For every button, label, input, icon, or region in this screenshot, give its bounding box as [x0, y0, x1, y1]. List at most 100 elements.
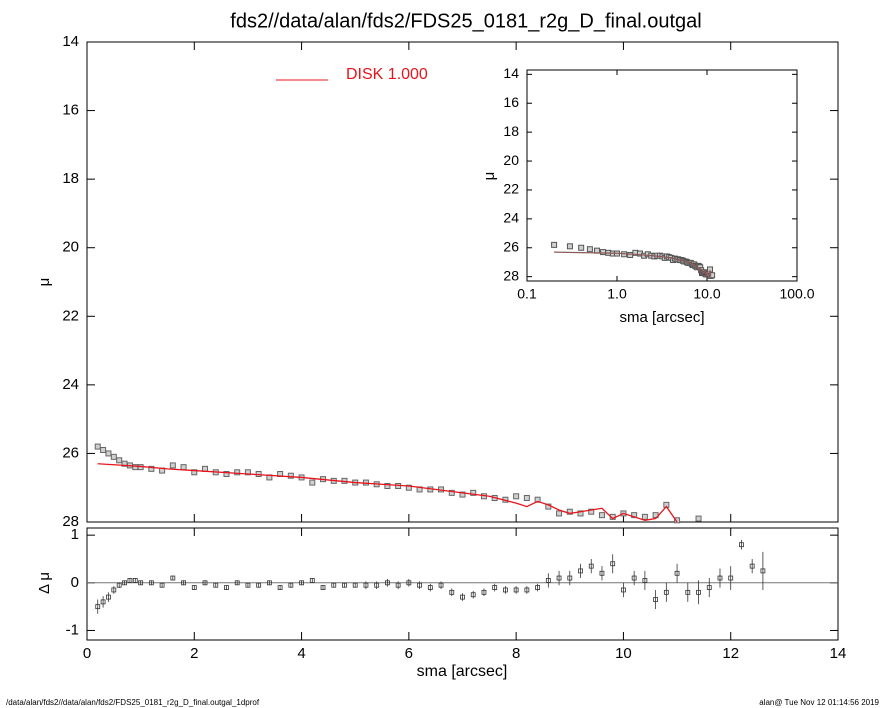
point	[245, 582, 251, 588]
point	[696, 589, 701, 595]
point	[492, 585, 498, 590]
point	[224, 585, 229, 590]
plot-frame	[526, 69, 798, 282]
y-tick-label: 28	[62, 513, 79, 530]
y-tick-label: 20	[503, 152, 519, 168]
point	[621, 587, 626, 593]
model-line	[97, 463, 678, 523]
point	[299, 580, 304, 586]
plot-frame	[86, 527, 839, 641]
point	[202, 580, 208, 586]
point	[100, 447, 107, 453]
point	[641, 513, 648, 520]
point	[556, 575, 562, 581]
point	[685, 589, 691, 595]
point	[287, 472, 294, 479]
y-tick-label: 16	[503, 94, 519, 110]
y-tick-label: 0	[71, 574, 79, 591]
y-tick-label: 22	[503, 181, 519, 197]
point	[674, 570, 680, 576]
point	[513, 493, 520, 500]
point	[470, 489, 477, 496]
point	[545, 578, 551, 583]
point	[739, 542, 744, 548]
point	[244, 469, 251, 476]
point	[148, 465, 155, 472]
point	[384, 483, 391, 489]
y-tick-label: 24	[503, 210, 519, 226]
x-axis-label: sma [arcsec]	[619, 309, 704, 326]
x-tick-label: 1.0	[607, 286, 627, 302]
y-tick-label: 20	[62, 239, 79, 256]
point	[374, 582, 380, 588]
point	[588, 508, 595, 515]
point	[481, 589, 487, 595]
y-tick-label: 14	[503, 65, 519, 81]
point	[556, 510, 563, 517]
point	[566, 508, 573, 515]
x-tick-label: 100.0	[779, 286, 814, 302]
y-tick-label: 28	[503, 267, 519, 283]
point	[105, 450, 112, 457]
point	[598, 512, 605, 519]
y-tick-label: 18	[62, 170, 79, 187]
y-tick-label: 24	[62, 376, 79, 393]
point	[449, 589, 455, 595]
point	[406, 580, 412, 586]
y-tick-label: 26	[503, 238, 519, 254]
point	[728, 575, 734, 581]
point	[417, 582, 422, 588]
x-tick-label: 2	[190, 645, 198, 662]
point	[459, 491, 466, 498]
x-tick-label: 4	[297, 645, 305, 662]
point	[760, 568, 766, 574]
x-tick-label: 8	[512, 645, 520, 662]
point	[110, 453, 117, 460]
point	[138, 580, 144, 586]
point	[234, 580, 240, 586]
point	[352, 582, 358, 588]
point	[159, 582, 165, 588]
chart-title: fds2//data/alan/fds2/FDS25_0181_r2g_D_fi…	[230, 10, 701, 32]
y-tick-label: 16	[62, 102, 79, 119]
point	[534, 496, 541, 503]
point	[170, 575, 176, 581]
y-tick-label: 22	[62, 307, 79, 324]
point	[631, 575, 637, 581]
point	[180, 464, 187, 471]
point	[116, 582, 122, 588]
point	[600, 249, 607, 256]
point	[127, 578, 133, 583]
point	[191, 469, 198, 476]
point	[706, 585, 712, 590]
y-tick-label: 1	[71, 526, 79, 543]
point	[331, 582, 337, 588]
point	[503, 587, 508, 593]
point	[148, 580, 154, 586]
footer-left: /data/alan/fds2//data/alan/fds2/FDS25_01…	[6, 698, 260, 707]
point	[234, 469, 241, 476]
x-tick-label: 10.0	[693, 286, 720, 302]
point	[631, 512, 638, 519]
point	[363, 582, 369, 588]
point	[577, 510, 584, 517]
point	[717, 575, 723, 581]
point	[438, 582, 444, 588]
point	[578, 568, 583, 574]
y-axis-label: μ	[481, 172, 498, 181]
point	[551, 241, 558, 248]
point	[169, 462, 176, 469]
point	[191, 585, 197, 590]
point	[116, 457, 123, 464]
x-tick-label: 12	[722, 645, 739, 662]
point	[535, 585, 540, 590]
point	[588, 563, 594, 569]
point	[427, 585, 433, 590]
x-axis-label: sma [arcsec]	[417, 663, 508, 680]
point	[566, 243, 573, 250]
point	[384, 580, 390, 586]
point	[627, 251, 634, 258]
x-tick-label: 0	[83, 645, 91, 662]
x-tick-label: 14	[830, 645, 847, 662]
